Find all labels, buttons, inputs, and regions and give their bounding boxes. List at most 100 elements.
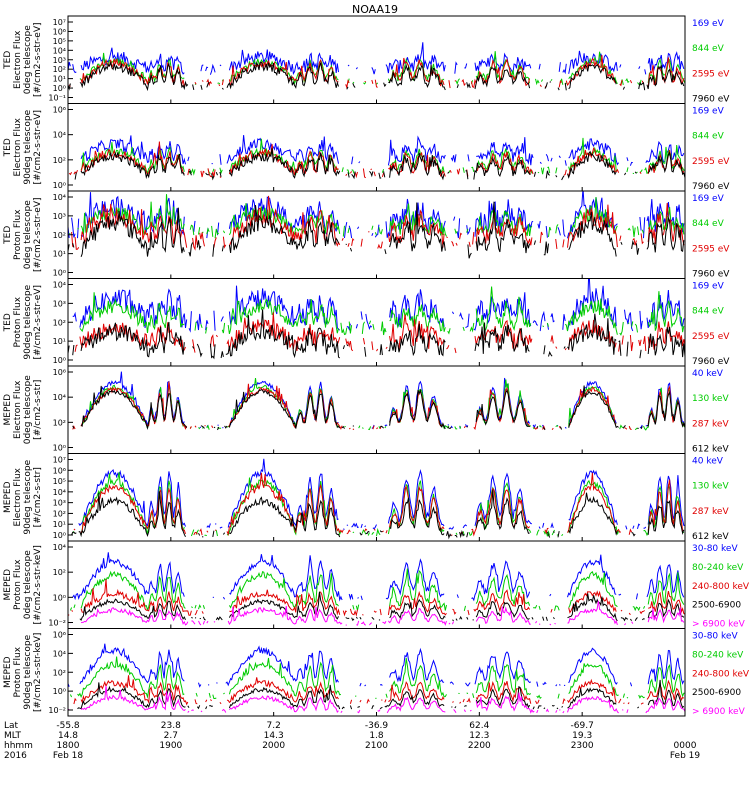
panel-frame: [67, 365, 686, 454]
y-axis-label: TED Electron Flux 90deg telescope [#/cm2-s-…: [3, 109, 43, 184]
legend-entry: 169 eV: [692, 19, 725, 29]
x-row-label: hhmm: [4, 741, 33, 751]
y-tick-label: 10¹: [53, 337, 66, 346]
y-tick-label: 10⁴: [53, 393, 66, 402]
y-tick-label: 10⁶: [53, 466, 66, 475]
panel-8: 10⁻² 10⁰ 10² 10⁴ 10⁶ MEPED Proton Flux 90deg te…: [3, 628, 750, 717]
y-tick-label: 10⁶: [53, 368, 66, 377]
y-tick-label: 10⁰: [53, 444, 66, 453]
chart-title: NOAA19: [352, 3, 398, 16]
y-tick-label: 10⁴: [53, 46, 66, 55]
series-line-287-kev: [73, 472, 684, 537]
y-tick-label: 10²: [53, 418, 66, 427]
y-axis-label-line: 90deg telescope: [23, 634, 33, 709]
panel-3: 10⁰ 10¹ 10² 10³ 10⁴ TED Proton Flux 0deg telesc…: [3, 190, 730, 280]
legend-entry: 240-800 keV: [692, 669, 750, 679]
x-tick-label: -69.7: [571, 721, 594, 731]
x-tick-label: 14.8: [58, 731, 78, 741]
y-axis-label-line: Proton Flux: [13, 559, 23, 610]
legend-entry: 240-800 keV: [692, 582, 750, 592]
y-tick-label: 10⁰: [53, 269, 66, 278]
series-line-612-kev: [72, 385, 685, 431]
legend-entry: 2595 eV: [692, 69, 730, 79]
y-tick-label: 10⁷: [53, 456, 66, 465]
legend-entry: 7960 eV: [692, 270, 730, 280]
x-tick-label: 1.8: [369, 731, 384, 741]
x-tick-label: 7.2: [267, 721, 281, 731]
legend-entry: 80-240 keV: [692, 650, 744, 660]
series-line-30-80-kev: [68, 643, 685, 688]
y-tick-label: 10⁴: [53, 131, 66, 140]
y-axis-label-line: MEPED: [3, 656, 13, 688]
legend-entry: 40 keV: [692, 457, 724, 467]
series-line-30-80-kev: [72, 552, 685, 602]
legend-entry: 2595 eV: [692, 332, 730, 342]
y-tick-label: 10²: [53, 156, 66, 165]
y-axis-label: MEPED Electron Flux 90deg telescope [#/cm2-…: [3, 459, 43, 534]
y-axis-label-line: 0deg telescope: [23, 550, 33, 620]
legend-entry: 844 eV: [692, 307, 725, 317]
legend-entry: 844 eV: [692, 132, 725, 142]
x-tick-label: 2000: [262, 741, 285, 751]
y-axis-label-line: Proton Flux: [13, 296, 23, 347]
y-axis-label-line: TED: [3, 138, 13, 157]
y-tick-label: 10⁷: [53, 18, 66, 27]
legend-entry: 7960 eV: [692, 182, 730, 192]
legend-entry: 30-80 keV: [692, 544, 738, 554]
series-line-844-ev: [69, 194, 685, 239]
series-line-169-ev: [68, 42, 685, 75]
y-tick-label: 10²: [53, 231, 66, 240]
y-axis-label: TED Proton Flux 0deg telescope [#/cm2-s-str…: [3, 197, 43, 272]
y-axis-label-line: 90deg telescope: [23, 459, 33, 534]
y-axis-label: MEPED Proton Flux 0deg telescope [#/cm2-s-s…: [3, 545, 43, 624]
x-tick-label: -36.9: [365, 721, 389, 731]
x-row-label: MLT: [4, 731, 22, 741]
y-tick-label: 10¹: [53, 250, 66, 259]
panel-5: 10⁰ 10² 10⁴ 10⁶ MEPED Electron Flux 0deg teles…: [3, 365, 729, 455]
y-tick-label: 10²: [53, 318, 66, 327]
x-tick-label: Feb 18: [53, 751, 84, 761]
series-line-240-800-kev: [73, 675, 685, 706]
panel-frame: [67, 103, 686, 192]
series-line-80-240-kev: [69, 568, 685, 612]
legend-entry: 7960 eV: [692, 357, 730, 367]
legend-entry: 2500-6900: [692, 688, 741, 698]
series-line-612-kev: [71, 489, 685, 540]
y-tick-label: 10⁻²: [48, 619, 66, 628]
y-tick-label: 10³: [53, 212, 66, 221]
legend-entry: 169 eV: [692, 107, 725, 117]
y-tick-label: 10⁰: [53, 593, 66, 602]
legend-entry: 2595 eV: [692, 157, 730, 167]
y-axis-label-line: Proton Flux: [13, 209, 23, 260]
y-tick-label: 10¹: [53, 75, 66, 84]
legend-entry: 287 keV: [692, 419, 729, 429]
y-axis-label-line: [#/cm2-s-str]: [33, 380, 43, 440]
y-axis-label-line: [#/cm2-s-str-eV]: [33, 197, 43, 272]
y-tick-label: 10⁴: [53, 543, 66, 552]
y-tick-label: 10⁰: [53, 84, 66, 93]
legend-entry: 7960 eV: [692, 95, 730, 105]
y-axis-label-line: Electron Flux: [13, 117, 23, 176]
x-row-label: Lat: [4, 721, 19, 731]
panel-frame: [67, 540, 686, 629]
x-tick-label: 14.3: [264, 731, 284, 741]
legend-entry: 169 eV: [692, 194, 725, 204]
x-tick-label: 19.3: [572, 731, 592, 741]
y-tick-label: 10⁶: [53, 27, 66, 36]
series-line-7960-ev: [68, 309, 685, 360]
y-tick-label: 10⁴: [53, 193, 66, 202]
y-axis-label-line: [#/cm2-s-str-keV]: [33, 545, 43, 624]
legend-entry: 612 keV: [692, 445, 729, 455]
series-line-169-ev: [80, 135, 685, 166]
legend-entry: 80-240 keV: [692, 563, 744, 573]
y-tick-label: 10⁴: [53, 281, 66, 290]
x-tick-label: 62.4: [469, 721, 489, 731]
y-axis-label-line: TED: [3, 226, 13, 245]
y-tick-label: 10³: [53, 299, 66, 308]
y-axis-label-line: Electron Flux: [13, 380, 23, 439]
y-axis-label-line: 90deg telescope: [23, 109, 33, 184]
